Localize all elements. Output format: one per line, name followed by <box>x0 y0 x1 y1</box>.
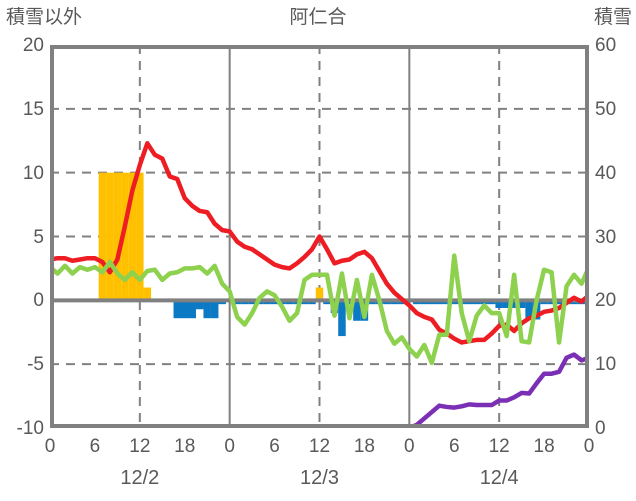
x-axis-tick: 0 <box>583 436 595 457</box>
x-axis-tick: 12 <box>308 436 331 457</box>
x-axis-tick: 0 <box>44 436 56 457</box>
day-label: 12/3 <box>300 467 339 489</box>
right-axis-tick: 10 <box>595 354 617 376</box>
x-axis-tick: 12 <box>488 436 510 457</box>
left-axis-tick: 5 <box>33 226 44 248</box>
left-axis-tick: -10 <box>16 418 44 439</box>
x-axis-tick: 6 <box>269 436 280 457</box>
x-axis-tick: 0 <box>224 436 235 457</box>
left-axis-tick: 10 <box>22 162 44 184</box>
right-axis-tick: 30 <box>595 226 617 248</box>
left-axis-tick: 20 <box>22 35 44 56</box>
right-axis-tick: 20 <box>595 290 617 312</box>
x-axis-tick: 12 <box>129 436 151 457</box>
right-axis-unit-label: 積雪 <box>593 7 632 28</box>
right-axis-tick: 60 <box>595 35 617 56</box>
left-axis-unit-label: 積雪以外 <box>6 7 83 28</box>
x-axis-tick: 18 <box>174 436 196 457</box>
x-axis-tick: 6 <box>89 436 101 457</box>
day-label: 12/2 <box>120 467 160 489</box>
x-axis-tick: 18 <box>353 436 375 457</box>
right-axis-tick: 0 <box>595 418 606 439</box>
chart-title: 阿仁合 <box>289 7 347 28</box>
left-axis-tick: 15 <box>22 98 44 120</box>
x-axis-tick: 6 <box>448 436 460 457</box>
right-axis-tick: 50 <box>595 98 617 120</box>
chart-svg <box>50 45 589 428</box>
x-axis-tick: 0 <box>404 436 415 457</box>
left-axis-tick: -5 <box>27 354 44 376</box>
plot-area <box>50 45 589 428</box>
day-label: 12/4 <box>479 467 519 489</box>
left-axis-tick: 0 <box>33 290 44 312</box>
x-axis-tick: 18 <box>533 436 555 457</box>
right-axis-tick: 40 <box>595 162 617 184</box>
plot-frame <box>50 45 589 428</box>
